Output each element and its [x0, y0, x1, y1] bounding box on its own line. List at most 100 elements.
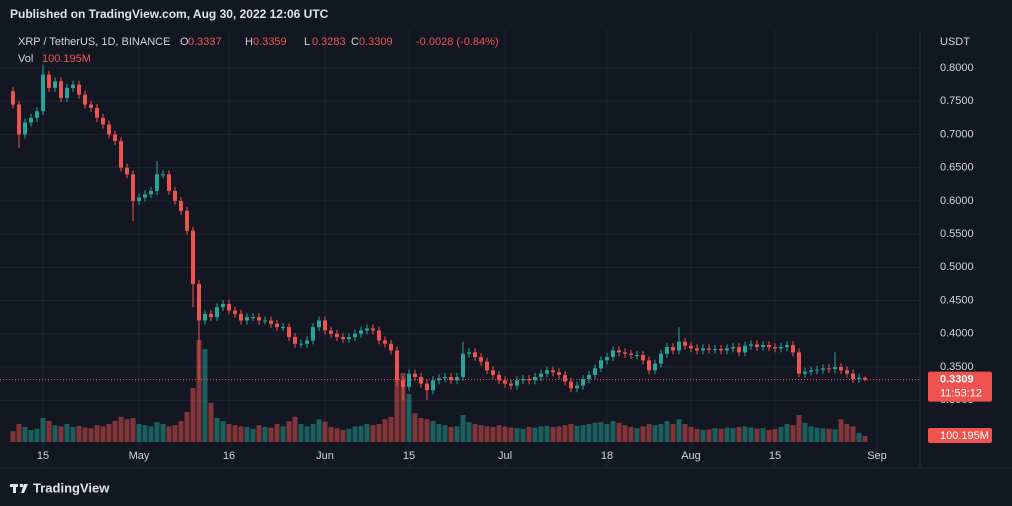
candle-body [329, 330, 333, 334]
volume-bar [316, 419, 322, 442]
y-tick-label: 0.6000 [940, 195, 974, 207]
volume-bar [526, 427, 532, 442]
volume-bar [622, 425, 628, 442]
volume-bar [148, 426, 154, 442]
published-note: Published on TradingView.com, Aug 30, 20… [10, 7, 329, 21]
candle-body [617, 350, 621, 353]
volume-bar [418, 418, 424, 442]
candle-body [521, 378, 525, 381]
candle-body [197, 283, 201, 321]
candles [11, 64, 867, 401]
candle-body [377, 330, 381, 341]
candle-body [203, 313, 207, 321]
candle-body [743, 345, 747, 353]
candle-body [125, 167, 129, 175]
candle-body [113, 134, 117, 142]
candle-body [29, 117, 33, 123]
volume-bar [568, 424, 574, 442]
candle-body [659, 353, 663, 364]
y-tick-label: 0.5000 [940, 261, 974, 273]
volume-bar [340, 430, 346, 442]
volume-bar [262, 427, 268, 442]
candle-body [509, 383, 513, 386]
candle-body [821, 368, 825, 370]
volume-bar [370, 425, 376, 442]
volume-bar [310, 424, 316, 442]
volume-bar [136, 424, 142, 442]
candle-body [323, 320, 327, 331]
volume-bar [544, 425, 550, 442]
x-tick-label: 15 [769, 450, 781, 462]
candle-body [569, 381, 573, 389]
volume-bar [226, 424, 232, 442]
candle-body [689, 345, 693, 349]
volume-bar [490, 427, 496, 442]
volume-bar [106, 424, 112, 442]
volume-bar [718, 428, 724, 442]
candle-body [107, 124, 111, 135]
volume-bar [304, 426, 310, 442]
candle-body [863, 377, 867, 380]
volume-bar [856, 433, 862, 442]
volume-bar [850, 426, 856, 442]
candle-body [827, 368, 831, 370]
candle-body [677, 341, 681, 351]
logo-mark [13, 484, 16, 493]
candle-body [545, 370, 549, 374]
volume-bar [670, 424, 676, 442]
volume-bar [802, 422, 808, 442]
grid [0, 30, 920, 468]
volume-bar [580, 425, 586, 442]
volume-bar [400, 373, 406, 442]
candle-body [23, 122, 27, 135]
y-tick-label: 0.3500 [940, 361, 974, 373]
candle-body [179, 200, 183, 211]
candle-body [653, 363, 657, 371]
volume-bar [826, 428, 832, 442]
volume-bar [736, 427, 742, 442]
volume-bar [172, 425, 178, 442]
volume-bar [748, 427, 754, 442]
candle-body [623, 352, 627, 354]
volume-bar [412, 413, 418, 442]
candle-body [143, 194, 147, 198]
candle-body [773, 347, 777, 349]
volume-bar [442, 425, 448, 442]
volume-label: 100.195M [940, 430, 989, 442]
candle-body [671, 347, 675, 351]
volume-bar [130, 418, 136, 442]
volume-bar [388, 416, 394, 442]
candle-body [503, 380, 507, 384]
candle-body [347, 337, 351, 340]
volume-bar [766, 430, 772, 442]
candle-body [47, 74, 51, 88]
candle-body [161, 174, 165, 176]
legend-o-label: O [180, 36, 189, 48]
y-tick-label: 0.5500 [940, 228, 974, 240]
volume-bar [358, 425, 364, 442]
volume-bar [574, 425, 580, 442]
volume-bar [688, 427, 694, 442]
logo [10, 483, 28, 493]
volume-bar [70, 427, 76, 442]
price-label: 0.3309 [940, 374, 974, 386]
candle-body [215, 307, 219, 318]
volume-bar [424, 419, 430, 442]
candle-body [605, 357, 609, 361]
candle-body [353, 333, 357, 338]
candle-body [17, 104, 21, 135]
volume-bar [448, 427, 454, 442]
volume-bar [334, 428, 340, 442]
candle-body [383, 340, 387, 344]
candle-body [683, 341, 687, 346]
volume-bar [712, 428, 718, 442]
volume-bar [772, 428, 778, 442]
volume-bar [142, 425, 148, 442]
volume-bar [364, 424, 370, 442]
y-tick-label: 0.4500 [940, 294, 974, 306]
candle-body [797, 352, 801, 374]
volume-bar [808, 426, 814, 442]
volume-bar [664, 421, 670, 442]
candle-body [527, 378, 531, 381]
